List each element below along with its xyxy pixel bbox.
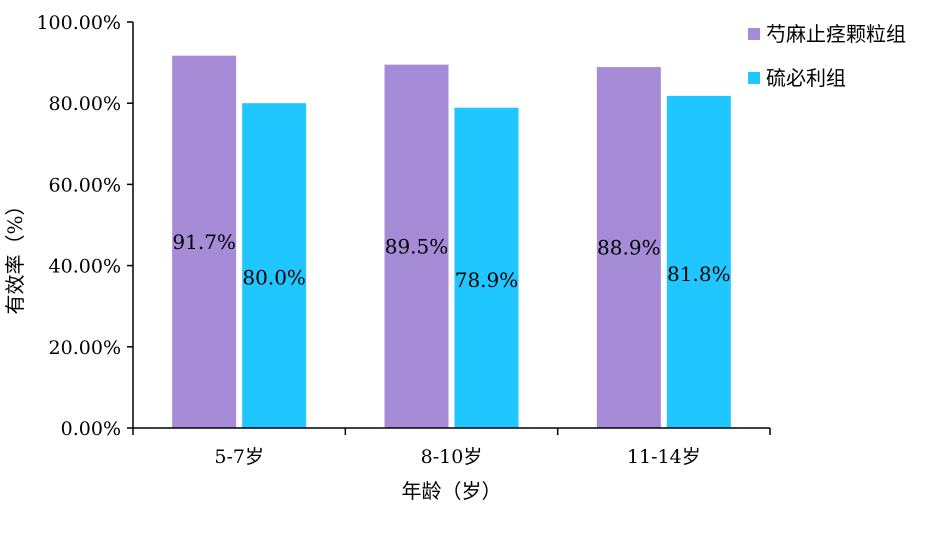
y-tick-label: 80.00% [49, 93, 121, 115]
bar-value-label: 88.9% [597, 236, 661, 260]
bar-value-label: 81.8% [667, 262, 731, 286]
axes-layer [132, 22, 770, 429]
bar-value-label: 89.5% [385, 234, 449, 258]
x-axis-title: 年龄（岁） [402, 479, 502, 503]
data-labels: 91.7%80.0% 89.5%78.9% 88.9%81.8% [172, 230, 730, 292]
bar-value-label: 80.0% [242, 266, 306, 290]
x-tick-label: 5-7岁 [214, 446, 264, 468]
legend-swatch [748, 28, 760, 40]
y-tick-label: 0.00% [61, 418, 121, 440]
x-tick-label: 11-14岁 [627, 446, 701, 468]
x-tick-label: 8-10岁 [421, 446, 483, 468]
y-axis-title: 有效率（%） [3, 195, 27, 314]
bar [242, 103, 307, 428]
y-ticks: 0.00% 20.00% 40.00% 60.00% 80.00% 100.00% [36, 12, 133, 440]
bar-value-label: 91.7% [172, 230, 236, 254]
legend-label: 硫必利组 [766, 66, 846, 90]
legend-label: 芍麻止痉颗粒组 [766, 22, 906, 46]
bar [454, 107, 519, 428]
legend-swatch [748, 72, 760, 84]
y-tick-label: 20.00% [49, 337, 121, 359]
y-tick-label: 60.00% [49, 174, 121, 196]
bar-value-label: 78.9% [455, 268, 519, 292]
bar [596, 67, 661, 428]
bar [384, 64, 449, 428]
bars-layer [172, 55, 731, 428]
y-tick-label: 100.00% [36, 12, 121, 34]
y-tick-label: 40.00% [49, 256, 121, 278]
bar [666, 95, 731, 428]
x-ticks: 5-7岁 8-10岁 11-14岁 [132, 428, 771, 468]
bar [172, 55, 237, 428]
